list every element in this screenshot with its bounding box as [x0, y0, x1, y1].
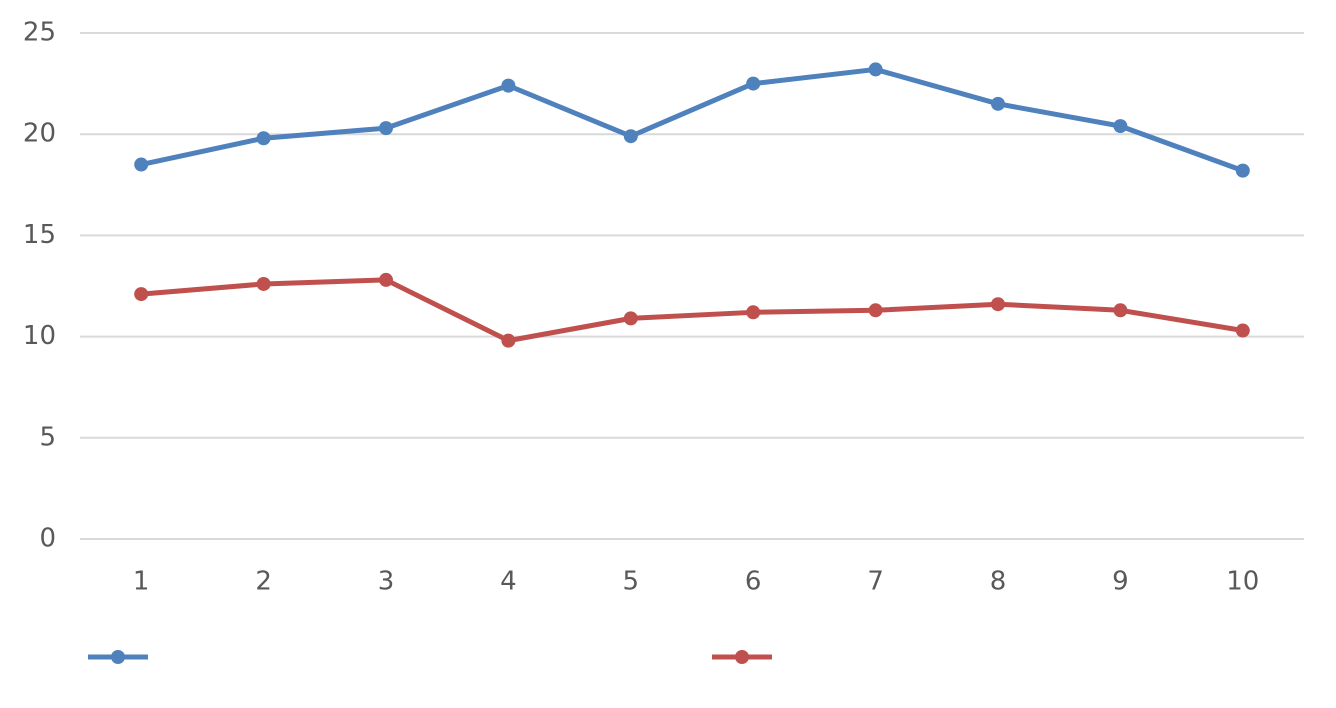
- data-point: [256, 131, 271, 146]
- data-point: [1113, 303, 1128, 318]
- x-tick-label: 10: [1226, 567, 1259, 597]
- x-tick-label: 5: [623, 567, 640, 597]
- data-point: [868, 303, 883, 318]
- data-point: [501, 78, 516, 93]
- data-point: [623, 311, 638, 326]
- data-point: [256, 276, 271, 291]
- data-point: [991, 96, 1005, 111]
- y-tick-label: 10: [23, 321, 56, 351]
- x-tick-label: 1: [133, 567, 150, 597]
- legend-marker: [111, 650, 125, 664]
- x-tick-label: 9: [1112, 567, 1129, 597]
- y-tick-label: 0: [39, 524, 56, 554]
- y-tick-label: 20: [23, 119, 56, 149]
- x-tick-label: 4: [500, 567, 517, 597]
- data-point: [501, 333, 516, 348]
- data-point: [623, 129, 638, 144]
- x-tick-label: 3: [378, 567, 395, 597]
- data-point: [1235, 163, 1250, 178]
- y-tick-label: 15: [23, 220, 56, 250]
- data-point: [1113, 119, 1128, 134]
- data-point: [379, 272, 393, 287]
- legend-marker: [735, 650, 749, 664]
- data-point: [991, 297, 1005, 312]
- data-point: [1235, 323, 1250, 338]
- y-tick-label: 5: [39, 422, 56, 452]
- data-point: [379, 121, 393, 136]
- x-tick-label: 2: [255, 567, 272, 597]
- x-tick-label: 8: [990, 567, 1007, 597]
- x-tick-label: 6: [745, 567, 762, 597]
- data-point: [746, 76, 761, 91]
- x-tick-label: 7: [867, 567, 884, 597]
- series-line: [140, 277, 1244, 344]
- series-line: [140, 66, 1244, 173]
- data-point: [868, 62, 883, 77]
- data-point: [134, 157, 149, 172]
- y-tick-label: 25: [23, 18, 56, 48]
- data-point: [134, 287, 149, 302]
- data-point: [746, 305, 761, 320]
